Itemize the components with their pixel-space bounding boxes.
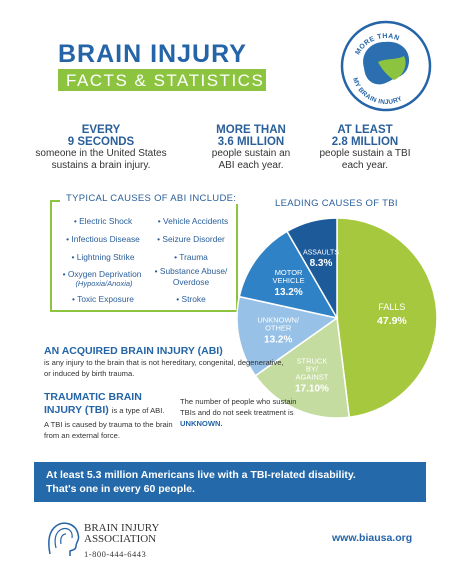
association-phone: 1-800-444-6443 xyxy=(84,549,147,559)
stat-text: sustains a brain injury. xyxy=(51,160,151,171)
tbi-type-text: is a type of ABI. xyxy=(111,406,165,415)
banner-line-2: That's one in every 60 people. xyxy=(46,483,195,495)
cause-item: • Seizure Disorder xyxy=(157,234,225,244)
stat-text: someone in the United States xyxy=(35,148,167,159)
pie-label-0: FALLS 47.9% xyxy=(377,302,407,327)
abi-heading: AN ACQUIRED BRAIN INJURY (ABI) xyxy=(44,345,223,357)
unknown-text: The number of people who sustain TBIs an… xyxy=(180,397,297,417)
cause-item: • Electric Shock xyxy=(73,216,133,226)
stat-value: 3.6 MILLION xyxy=(217,136,285,148)
unknown-treatment-note: The number of people who sustain TBIs an… xyxy=(180,396,300,429)
stat-text: people sustain a TBI xyxy=(319,148,411,159)
pie-slice-struck-by-against xyxy=(254,316,351,419)
stat-every-9-seconds: EVERY 9 SECONDS someone in the United St… xyxy=(26,124,176,172)
chart-title: LEADING CAUSES OF TBI xyxy=(275,198,398,209)
unknown-emphasis: UNKNOWN. xyxy=(180,419,223,428)
pie-label-4: ASSAULTS 8.3% xyxy=(303,250,339,270)
pie-slice-motor-vehicle xyxy=(238,230,339,320)
tbi-definition: A TBI is caused by trauma to the brain f… xyxy=(44,420,173,440)
association-name-line-2: ASSOCIATION xyxy=(84,533,157,545)
pie-slice-assaults xyxy=(286,217,338,321)
cause-item: • Lightning Strike xyxy=(71,252,135,262)
stat-text: ABI each year. xyxy=(218,160,284,171)
stat-text: people sustain an xyxy=(211,148,291,159)
stat-heading: MORE THAN xyxy=(216,124,286,136)
cause-item: • Substance Abuse/ xyxy=(154,266,228,276)
head-profile-logo-icon xyxy=(48,522,80,556)
tbi-heading: TRAUMATIC BRAIN INJURY (TBI) is a type o… xyxy=(44,391,174,417)
pie-slice-falls xyxy=(336,217,438,419)
stat-abi-per-year: MORE THAN 3.6 MILLION people sustain an … xyxy=(196,124,306,172)
page-subtitle: FACTS & STATISTICS xyxy=(66,71,265,90)
stat-tbi-per-year: AT LEAST 2.8 MILLION people sustain a TB… xyxy=(306,124,424,172)
pie-label-1: STRUCK BY/AGAINST 17.10% xyxy=(295,356,329,394)
cause-item: • Vehicle Accidents xyxy=(157,216,229,226)
cause-sub-item: (Hypoxia/Anoxia) xyxy=(75,279,133,288)
cause-item: • Stroke xyxy=(176,294,206,304)
stat-heading: EVERY xyxy=(81,124,121,136)
stat-text: each year. xyxy=(341,160,389,171)
tbi-heading-text: TRAUMATIC BRAIN INJURY (TBI) xyxy=(44,391,142,416)
stat-value: 2.8 MILLION xyxy=(331,136,399,148)
stat-value: 9 SECONDS xyxy=(67,136,135,148)
disability-banner: At least 5.3 million Americans live with… xyxy=(34,462,426,502)
page-title: BRAIN INJURY xyxy=(58,40,247,68)
association-name-line-1: BRAIN INJURY xyxy=(84,522,160,534)
cause-item: • Infectious Disease xyxy=(66,234,140,244)
cause-item: • Oxygen Deprivation xyxy=(62,269,142,279)
cause-item: • Toxic Exposure xyxy=(72,294,134,304)
website-link[interactable]: www.biausa.org xyxy=(332,532,413,544)
cause-item: Overdose xyxy=(172,277,210,287)
stat-heading: AT LEAST xyxy=(337,124,393,136)
causes-title: TYPICAL CAUSES OF ABI INCLUDE: xyxy=(62,193,241,204)
abi-definition: is any injury to the brain that is not h… xyxy=(44,358,284,378)
cause-item: • Trauma xyxy=(174,252,208,262)
tbi-causes-pie-chart: FALLS 47.9% STRUCK BY/AGAINST 17.10% UNKNOWN/… xyxy=(236,217,438,419)
pie-label-2: UNKNOWN/OTHER 13.2% xyxy=(257,315,300,345)
more-than-my-brain-injury-logo: MORE THAN MY BRAIN INJURY xyxy=(340,20,432,112)
subtitle-bar: FACTS & STATISTICS xyxy=(58,69,266,91)
banner-line-1: At least 5.3 million Americans live with… xyxy=(46,469,356,481)
pie-label-3: MOTOR VEHICLE 13.2% xyxy=(273,268,305,298)
association-name: BRAIN INJURY ASSOCIATION xyxy=(84,523,159,545)
pie-slice-unknown-other xyxy=(236,295,339,377)
